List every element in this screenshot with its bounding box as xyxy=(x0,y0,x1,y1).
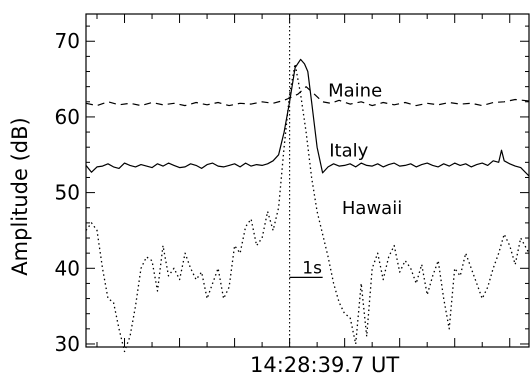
x-axis-label: 14:28:39.7 UT xyxy=(250,353,399,377)
scale-bar-label: 1s xyxy=(302,258,322,278)
y-tick-label: 30 xyxy=(55,332,80,356)
series-label-maine: Maine xyxy=(328,80,382,101)
series-label-italy: Italy xyxy=(329,140,368,161)
series-labels: Maine Italy Hawaii xyxy=(328,80,402,218)
y-tick-label: 50 xyxy=(55,181,80,205)
y-tick-label: 40 xyxy=(55,256,80,280)
y-tick-labels: 30 40 50 60 70 xyxy=(55,29,80,356)
series-lines xyxy=(85,58,530,353)
series-line-maine xyxy=(85,86,530,107)
series-line-italy xyxy=(85,58,530,177)
tick-marks xyxy=(86,14,529,347)
y-axis-label: Amplitude (dB) xyxy=(8,117,32,275)
series-line-hawaii xyxy=(85,63,530,353)
series-label-hawaii: Hawaii xyxy=(342,198,402,219)
y-tick-label: 70 xyxy=(55,29,80,53)
plot-frame xyxy=(85,13,530,348)
y-tick-label: 60 xyxy=(55,105,80,129)
